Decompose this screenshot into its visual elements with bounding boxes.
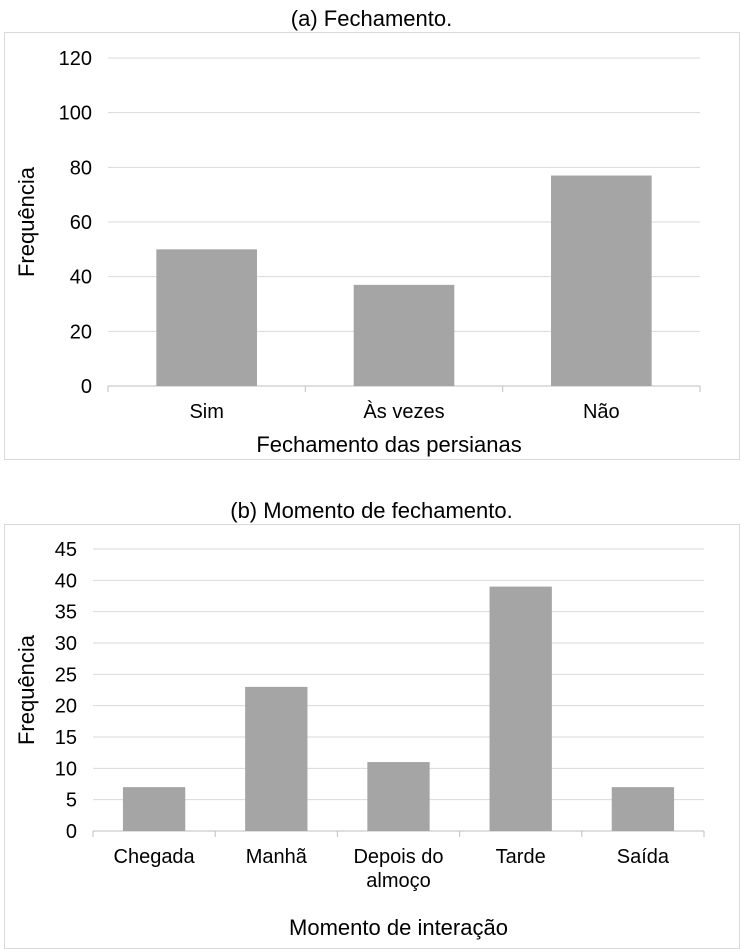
chart-1-ytick-label: 45 (55, 539, 77, 561)
chart-1-ytick-label: 0 (66, 821, 77, 843)
chart-a: Frequência Fechamento das persianas 0 20 4… (14, 48, 701, 457)
chart-0-ytick-label: 20 (70, 321, 92, 343)
chart-1-category-label: Chegada (114, 846, 196, 868)
chart-1-bar (367, 762, 430, 831)
chart-0-ytick-label: 100 (59, 103, 92, 125)
chart-1-ytick-label: 20 (55, 696, 77, 718)
chart-b-xlabel: Momento de interação (289, 915, 508, 940)
chart-0-ytick-label: 80 (70, 157, 92, 179)
chart-1-ytick-label: 10 (55, 758, 77, 780)
chart-0-ytick-label: 0 (81, 376, 92, 398)
chart-0-ytick-label: 120 (59, 48, 92, 70)
chart-0-bar (156, 249, 257, 386)
chart-0-category-label: Não (583, 401, 620, 423)
chart-1-bar (245, 686, 308, 831)
chart-1-ytick-label: 40 (55, 570, 77, 592)
chart-b-ylabel: Frequência (14, 634, 39, 745)
chart-1-bar (489, 586, 552, 831)
chart-0-bar (551, 175, 652, 386)
chart-b-title: (b) Momento de fechamento. (230, 498, 513, 523)
chart-a-title: (a) Fechamento. (290, 6, 453, 31)
chart-1-ytick-label: 15 (55, 727, 77, 749)
chart-1-category-label: Depois do (353, 846, 443, 868)
chart-0-ytick-label: 40 (70, 267, 92, 289)
chart-a-ylabel: Frequência (14, 166, 39, 277)
chart-1-category-label: Manhã (246, 846, 308, 868)
chart-1-category-label: Saída (617, 846, 670, 868)
chart-1-category-label: almoço (366, 870, 430, 892)
chart-a-xlabel: Fechamento das persianas (256, 432, 521, 457)
chart-0-category-label: Às vezes (363, 400, 444, 423)
chart-1-ytick-label: 35 (55, 602, 77, 624)
chart-0-ytick-label: 60 (70, 212, 92, 234)
chart-1-ytick-label: 30 (55, 633, 77, 655)
chart-1-bar (611, 787, 675, 831)
chart-1-bar (122, 787, 186, 831)
chart-0-category-label: Sim (189, 401, 223, 423)
chart-1-ytick-label: 5 (66, 790, 77, 812)
chart-0-bar (353, 284, 455, 386)
chart-1-category-label: Tarde (496, 846, 546, 868)
chart-1-ytick-label: 25 (55, 664, 77, 686)
